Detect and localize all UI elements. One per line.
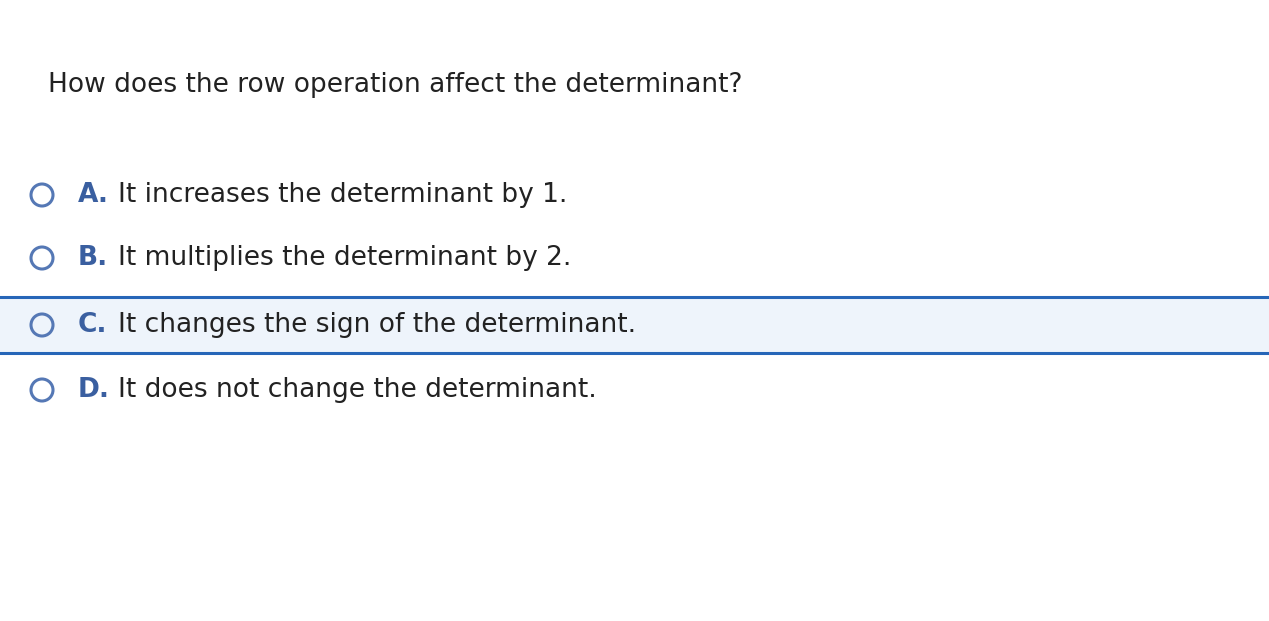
Text: B.: B. <box>77 245 108 271</box>
Text: D.: D. <box>77 377 110 403</box>
Bar <box>0 297 1269 353</box>
Text: How does the row operation affect the determinant?: How does the row operation affect the de… <box>48 72 742 98</box>
Text: It changes the sign of the determinant.: It changes the sign of the determinant. <box>118 312 636 338</box>
Text: It does not change the determinant.: It does not change the determinant. <box>118 377 596 403</box>
Text: It multiplies the determinant by 2.: It multiplies the determinant by 2. <box>118 245 571 271</box>
Text: C.: C. <box>77 312 108 338</box>
Text: It increases the determinant by 1.: It increases the determinant by 1. <box>118 182 567 208</box>
Text: A.: A. <box>77 182 109 208</box>
